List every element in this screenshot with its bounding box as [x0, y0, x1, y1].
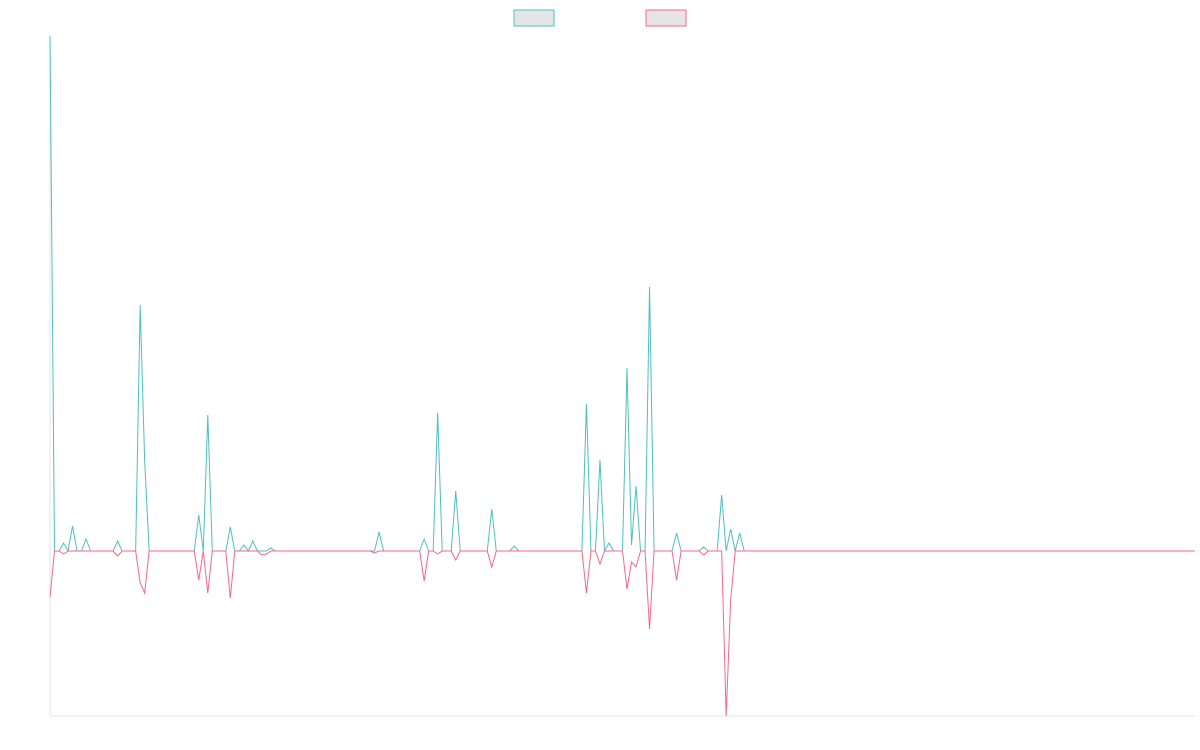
legend-swatch[interactable]: [645, 9, 687, 27]
series-line: [49, 35, 1195, 553]
legend-swatch[interactable]: [513, 9, 555, 27]
series-line: [49, 550, 1195, 717]
